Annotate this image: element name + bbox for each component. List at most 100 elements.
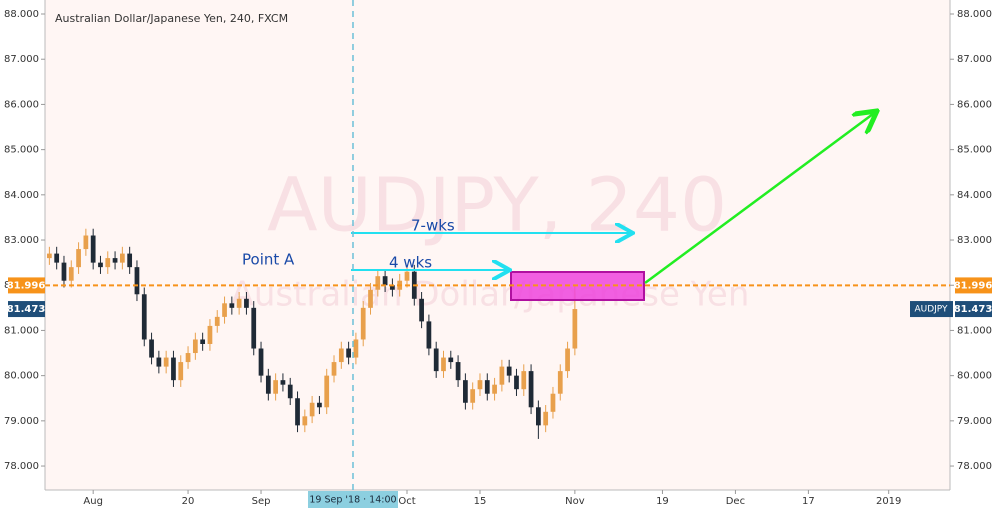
y-tick-label: 83.000 [4, 235, 39, 246]
y-tick-label: 80.000 [4, 371, 39, 382]
price-line-label: 81.996 [7, 280, 46, 291]
marks [47, 228, 578, 439]
candle-body [455, 362, 461, 381]
candle-body [499, 366, 505, 385]
x-tick-label: 19 [656, 496, 669, 507]
y-tick-label: 88.000 [957, 9, 992, 20]
x-tick-label: 15 [474, 496, 487, 507]
candle-body [572, 309, 578, 349]
candle-body [324, 375, 330, 408]
x-tick-label: 17 [802, 496, 815, 507]
candle-body [528, 371, 534, 408]
candle-body [441, 357, 446, 372]
candle-body [273, 380, 279, 394]
candle-body [141, 294, 147, 340]
candle-body [244, 298, 249, 308]
candle-body [258, 348, 264, 376]
symbol-label-box [910, 301, 953, 318]
watermark-subtitle: Australian Dollar/Japanese Yen [231, 275, 750, 315]
candle-body [127, 253, 133, 268]
candle-body [163, 357, 169, 367]
candle-body [251, 307, 257, 349]
last-price-label: 81.473 [954, 304, 993, 315]
candle-body [492, 384, 497, 394]
y-tick-label: 80.000 [957, 371, 992, 382]
candle-body [47, 253, 52, 259]
candle-body [521, 371, 527, 390]
last-price-label-box [955, 301, 992, 318]
watermark: AUDJPY, 240 [267, 163, 727, 249]
y-tick-label: 86.000 [957, 99, 992, 110]
candle-body [192, 339, 198, 354]
candle-body [76, 249, 81, 268]
candle-body [105, 258, 111, 268]
candle-body [112, 258, 118, 263]
candle-body [463, 380, 468, 403]
candle-body [375, 276, 381, 290]
annotation: Point A [242, 251, 295, 269]
candle-body [565, 348, 570, 372]
candle-body [433, 348, 439, 372]
y-tick-label: 85.000 [4, 145, 39, 156]
y-tick-label: 87.000 [957, 54, 992, 65]
candle-body [448, 357, 454, 363]
y-tick-label: 81.000 [957, 325, 992, 336]
candle-body [68, 267, 74, 281]
candle-body [119, 253, 125, 263]
candle-body [265, 375, 271, 394]
y-tick-label: 88.000 [4, 9, 39, 20]
y-tick-label: 86.000 [4, 99, 39, 110]
candle-body [346, 348, 351, 358]
candle-body [222, 303, 227, 317]
candle-body [360, 307, 366, 340]
price-line-label-box [8, 277, 45, 294]
candle-body [353, 339, 359, 358]
candle-body [236, 298, 242, 308]
candle-body [317, 402, 322, 408]
candle-body [426, 321, 432, 349]
annotation: 4 wks [389, 254, 432, 272]
candle-body [484, 380, 490, 394]
x-tick-label: 20 [182, 496, 195, 507]
candle-body [404, 271, 410, 281]
x-tick-label: Aug [83, 496, 103, 507]
candle-body [543, 411, 549, 426]
y-tick-label: 79.000 [957, 416, 992, 427]
candle-body [134, 267, 140, 295]
candle-body [171, 357, 176, 381]
y-tick-label: 84.000 [957, 190, 992, 201]
x-tick-label: Oct [398, 496, 415, 507]
candle-body [90, 235, 96, 263]
candle-body [156, 357, 162, 367]
candle-body [506, 366, 512, 376]
arrow-target [644, 111, 877, 285]
symbol-label: AUDJPY [914, 305, 948, 315]
candle-body [368, 289, 373, 308]
candle-body [280, 380, 286, 385]
candle-body [331, 362, 337, 376]
y-tick-label: 84.000 [4, 190, 39, 201]
y-tick-label: 85.000 [957, 145, 992, 156]
candle-body [287, 384, 293, 399]
last-price-label-box [8, 301, 45, 318]
x-tick-label: Nov [565, 496, 585, 507]
candle-body [309, 402, 315, 417]
candle-body [149, 339, 154, 358]
candle-body [302, 416, 308, 426]
x-tick-label: Sep [252, 496, 271, 507]
candle-body [229, 303, 235, 308]
candle-body [514, 375, 519, 390]
price-line-label: 81.996 [954, 280, 993, 291]
candle-body [419, 298, 424, 322]
y-tick-label: 81.000 [4, 325, 39, 336]
y-tick-label: 87.000 [4, 54, 39, 65]
candle-body [338, 348, 344, 363]
candle-body [295, 398, 300, 426]
last-price-label: 81.473 [7, 304, 46, 315]
candle-body [61, 262, 67, 281]
annotation: 7-wks [411, 217, 455, 235]
crosshair-label-box [307, 491, 398, 508]
candle-body [390, 285, 395, 290]
